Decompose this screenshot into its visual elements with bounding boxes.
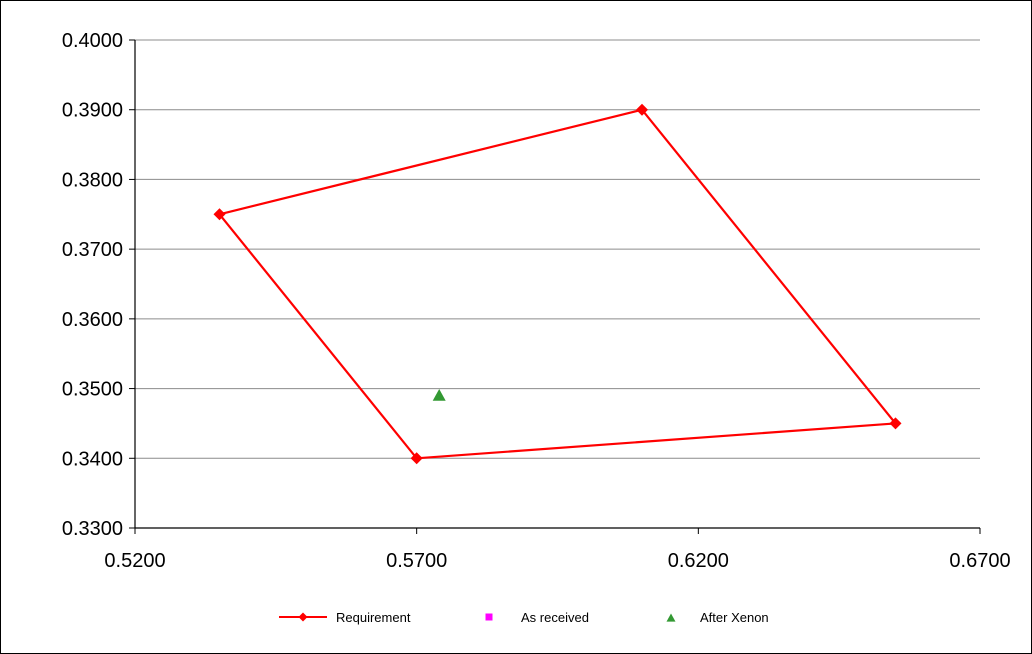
y-tick-label: 0.3700 [62,239,123,261]
legend-label-after-xenon: After Xenon [700,610,769,625]
data-point-after-xenon [432,389,446,401]
x-tick-label: 0.6200 [668,550,729,572]
gridlines [135,39,980,459]
y-tick-label: 0.3900 [62,100,123,122]
series-line-requirement [218,108,898,460]
y-tick-label: 0.4000 [62,30,123,52]
legend: Requirement As received After Xenon [279,610,769,625]
x-tick-label: 0.5700 [386,550,447,572]
legend-marker-after-xenon [666,613,676,622]
tick-labels: 0.3300 0.3400 0.3500 0.3600 0.3700 0.3800 0.39… [62,30,1011,572]
legend-label-as-received: As received [521,610,589,625]
legend-marker-as-received [485,613,493,621]
data-point-requirement [636,103,648,116]
data-point-requirement [213,208,226,221]
legend-label-requirement: Requirement [336,610,411,625]
y-tick-label: 0.3300 [62,518,123,540]
data-point-requirement [889,417,902,430]
legend-marker-requirement [298,612,308,622]
data-point-requirement [410,452,423,465]
x-tick-label: 0.5200 [104,550,165,572]
y-tick-label: 0.3800 [62,169,123,191]
y-tick-label: 0.3600 [62,309,123,331]
series [213,103,902,465]
axes [129,39,981,534]
y-tick-label: 0.3500 [62,379,123,401]
y-tick-label: 0.3400 [62,448,123,470]
x-tick-label: 0.6700 [949,550,1010,572]
